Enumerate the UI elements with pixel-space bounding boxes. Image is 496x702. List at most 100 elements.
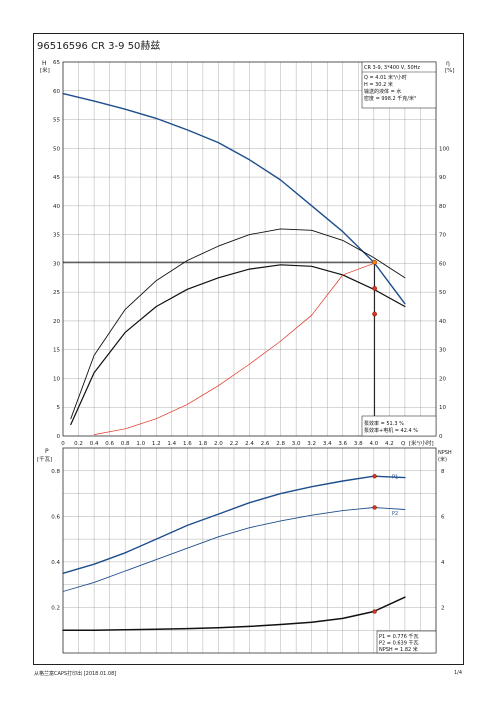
- top-chart-grid: [62, 61, 437, 437]
- x-tick-label: 1.0: [136, 441, 145, 447]
- bottom-info-line: P1 = 0.776 千瓦: [379, 633, 418, 640]
- series-line-P2: [62, 507, 406, 592]
- y-tick-label-right: 8: [441, 469, 445, 475]
- y-tick-label-right: 0: [439, 434, 443, 440]
- series-line-NPSH: [62, 596, 406, 631]
- bottom-info-line: P2 = 0.639 千瓦: [379, 640, 418, 647]
- left-axis-symbol: P: [45, 448, 49, 455]
- y-tick-label-right: 80: [439, 204, 446, 210]
- y-tick-label-left: 0.6: [51, 514, 60, 520]
- series-line-head: [62, 92, 406, 305]
- y-tick-label-right: 40: [439, 319, 446, 325]
- efficiency-line: 泵效率 = 51.3 %: [364, 420, 404, 427]
- right-axis-unit: [%]: [445, 68, 455, 74]
- y-tick-label-right: 70: [439, 233, 446, 239]
- x-tick-label: 2.0: [214, 441, 223, 447]
- x-tick-label: 0.8: [121, 441, 130, 447]
- x-tick-label: 2.4: [245, 441, 254, 447]
- x-tick-label: 4.2: [385, 441, 394, 447]
- y-tick-label-left: 40: [53, 204, 60, 210]
- y-tick-label-right: 4: [441, 560, 445, 566]
- bottom-chart-series: P1 P2: [62, 474, 406, 631]
- bottom-chart-grid: [62, 447, 437, 654]
- x-tick-label: 3.4: [323, 441, 332, 447]
- y-tick-label-left: 30: [53, 261, 60, 267]
- top-chart-axes: 0 5 10 15 20 25 30 35 40 45 50 55 60 65 0 10 20 30 40 50 60 7…: [40, 60, 455, 447]
- info-line: H = 30.2 米: [364, 81, 393, 88]
- right-axis-unit: (米): [438, 456, 447, 463]
- y-tick-label-left: 25: [53, 290, 60, 296]
- y-tick-label-right: 30: [439, 348, 446, 354]
- y-tick-label-left: 0.2: [51, 605, 60, 611]
- series-line-P1: [62, 475, 406, 574]
- x-tick-label: 1.8: [199, 441, 208, 447]
- curve-label-p1: P1: [392, 474, 398, 480]
- efficiency-line: 泵效率+电机 = 42.4 %: [364, 427, 418, 434]
- info-line: Q = 4.01 米³/小时: [364, 74, 407, 81]
- y-tick-label-left: 10: [53, 376, 60, 382]
- left-axis-symbol: H: [42, 60, 47, 67]
- y-tick-label-left: 65: [53, 60, 60, 66]
- y-tick-label-left: 60: [53, 89, 60, 95]
- y-tick-label-right: 100: [439, 146, 450, 152]
- x-tick-label: 1.6: [183, 441, 192, 447]
- x-tick-label: 0.6: [105, 441, 114, 447]
- series-line-eta_total: [70, 264, 406, 426]
- x-tick-label: 1.4: [167, 441, 176, 447]
- x-tick-label: 3.0: [292, 441, 301, 447]
- footer-right: 1/4: [453, 670, 462, 676]
- marker-eta_pump: [372, 286, 378, 291]
- y-tick-label-left: 55: [53, 118, 60, 124]
- y-tick-label-right: 10: [439, 405, 446, 411]
- x-tick-label: 4.0: [369, 441, 378, 447]
- top-info-box: [361, 61, 437, 109]
- page-title: 96516596 CR 3-9 50赫兹: [37, 41, 161, 52]
- y-tick-label-left: 0.8: [51, 469, 60, 475]
- y-tick-label-left: 0.4: [51, 560, 60, 566]
- efficiency-box: [361, 415, 437, 437]
- marker-eta_total: [372, 311, 378, 317]
- x-axis-unit: [米³/小时]: [409, 439, 434, 447]
- x-tick-label: 3.6: [338, 441, 347, 447]
- y-tick-label-right: 60: [439, 261, 446, 267]
- bottom-info-box: [376, 630, 437, 654]
- y-tick-label-right: 50: [439, 290, 446, 296]
- y-tick-label-left: 0: [57, 434, 61, 440]
- curve-label-p2: P2: [392, 511, 398, 517]
- series-line-eta_pump: [70, 228, 406, 420]
- info-model-line: CR 3-9, 3*400 V, 50Hz: [364, 65, 420, 71]
- x-tick-label: 1.2: [152, 441, 161, 447]
- y-tick-label-left: 5: [57, 405, 61, 411]
- x-tick-label: 2.8: [276, 441, 285, 447]
- marker-P2: [372, 505, 377, 510]
- y-tick-label-left: 50: [53, 146, 60, 152]
- left-axis-unit: [千瓦]: [37, 455, 52, 463]
- right-axis-symbol: NPSH: [438, 450, 452, 456]
- marker-P1: [372, 474, 377, 479]
- marker-NPSH: [372, 609, 377, 614]
- footer-left: 从格兰富CAPS打印出 [2018.01.08]: [34, 671, 117, 677]
- page-frame: [33, 33, 464, 665]
- x-tick-label: 0.4: [90, 441, 99, 447]
- x-tick-label: 0.2: [74, 441, 83, 447]
- y-tick-label-right: 20: [439, 376, 446, 382]
- y-tick-label-left: 35: [53, 233, 60, 239]
- right-axis-symbol: η: [446, 60, 450, 67]
- y-tick-label-left: 15: [53, 348, 60, 354]
- bottom-plot-border: [62, 447, 437, 654]
- x-tick-label: 2.6: [261, 441, 270, 447]
- y-tick-label-right: 90: [439, 175, 446, 181]
- x-tick-label: 3.2: [307, 441, 316, 447]
- x-tick-label: 3.8: [354, 441, 363, 447]
- x-tick-label: 0: [61, 441, 65, 447]
- bottom-chart-axes: 0.2 0.4 0.6 0.8 2 4 6 8 P[千瓦] NPSH(米): [37, 448, 452, 611]
- left-axis-unit: [米]: [40, 66, 50, 74]
- info-line: 密度 = 998.2 千克/米³: [364, 95, 416, 102]
- series-line-npsh_red: [93, 263, 375, 435]
- y-tick-label-right: 2: [441, 605, 445, 611]
- top-plot-border: [62, 61, 437, 437]
- chart-labels: CR 3-9, 3*400 V, 50Hz Q = 4.01 米³/小时H = 3…: [361, 61, 437, 654]
- x-tick-label: 2.2: [230, 441, 239, 447]
